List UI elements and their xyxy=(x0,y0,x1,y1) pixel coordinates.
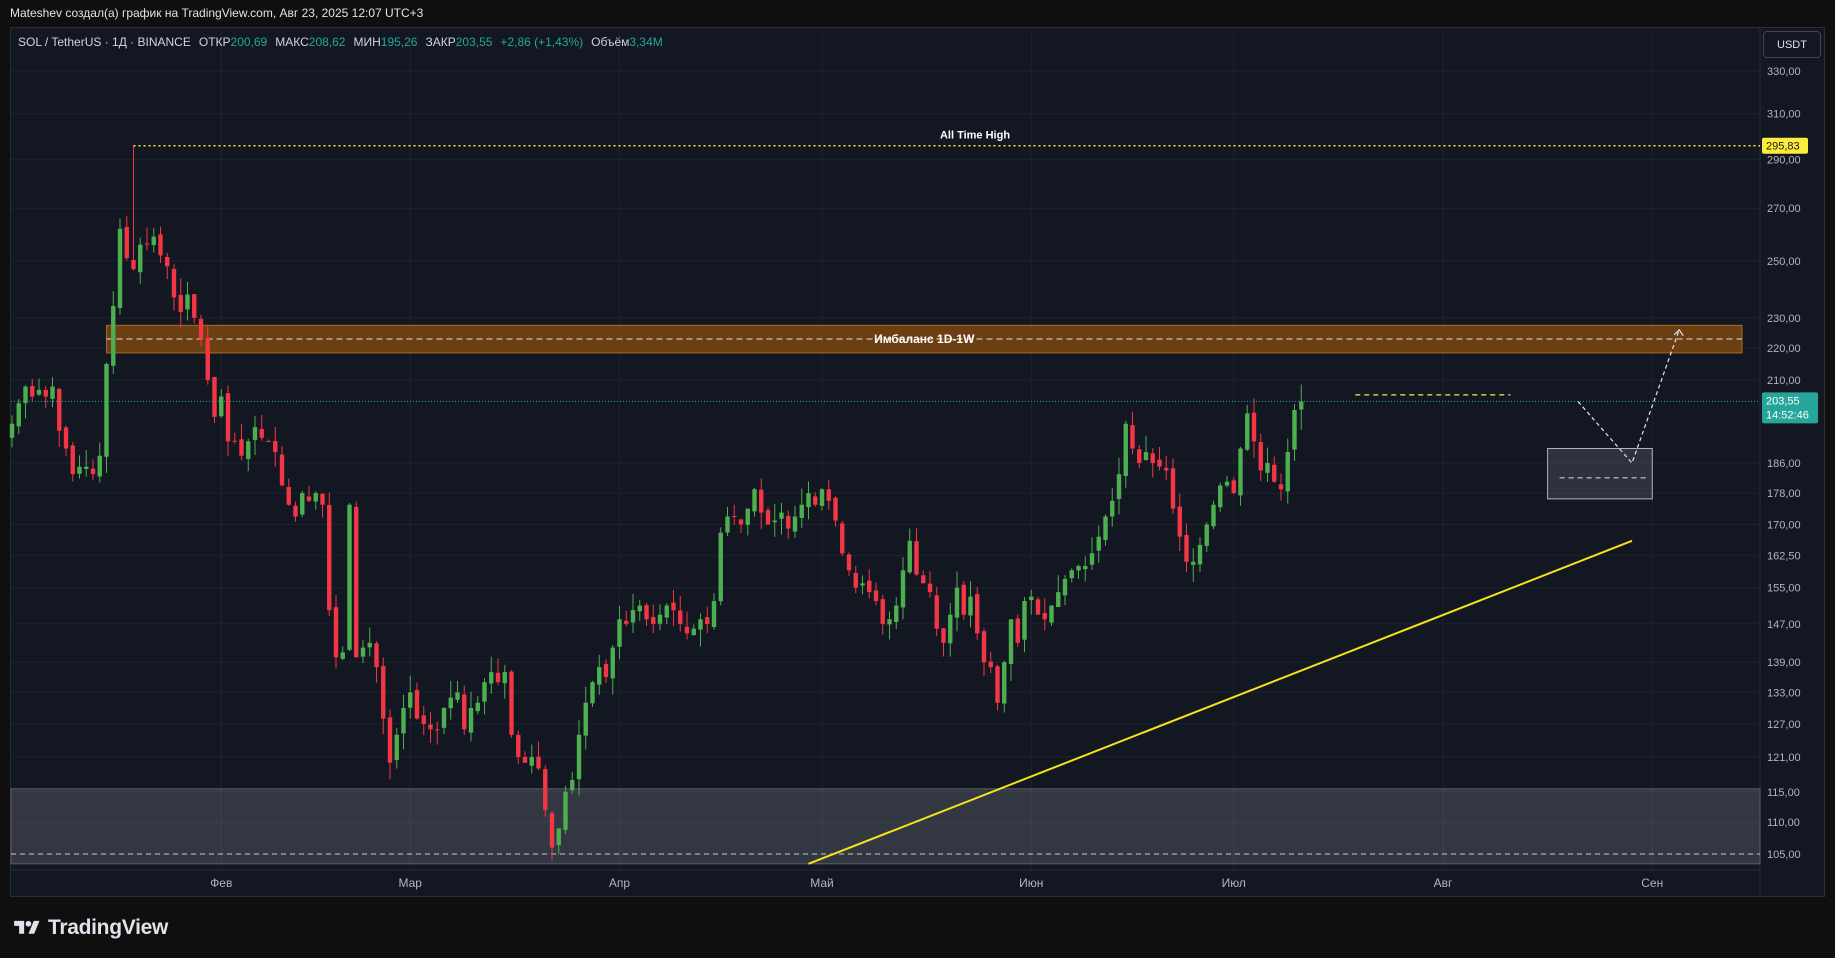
legend-high: 208,62 xyxy=(308,35,346,49)
legend-close: 203,55 xyxy=(455,35,493,49)
tradingview-logo-text: TradingView xyxy=(48,916,169,939)
tradingview-logo[interactable]: TradingView xyxy=(12,916,168,940)
legend-open: 200,69 xyxy=(230,35,268,49)
legend-open-label: ОТКР xyxy=(198,35,231,49)
chart-frame[interactable] xyxy=(10,27,1825,897)
currency-button[interactable]: USDT xyxy=(1763,31,1821,58)
legend-low-label: МИН xyxy=(353,35,381,49)
symbol-legend: SOL / TetherUS · 1Д · BINANCE ОТКР 200,6… xyxy=(18,35,671,49)
legend-change: +2,86 (+1,43%) xyxy=(500,35,584,49)
legend-low: 195,26 xyxy=(380,35,418,49)
tradingview-logo-icon xyxy=(14,920,40,934)
chart-caption: Mateshev создал(а) график на TradingView… xyxy=(10,6,424,20)
legend-volume-label: Объём xyxy=(591,35,630,49)
legend-volume: 3,34M xyxy=(629,35,663,49)
legend-high-label: МАКС xyxy=(275,35,309,49)
legend-close-label: ЗАКР xyxy=(425,35,456,49)
legend-symbol[interactable]: SOL / TetherUS · 1Д · BINANCE xyxy=(18,35,191,49)
